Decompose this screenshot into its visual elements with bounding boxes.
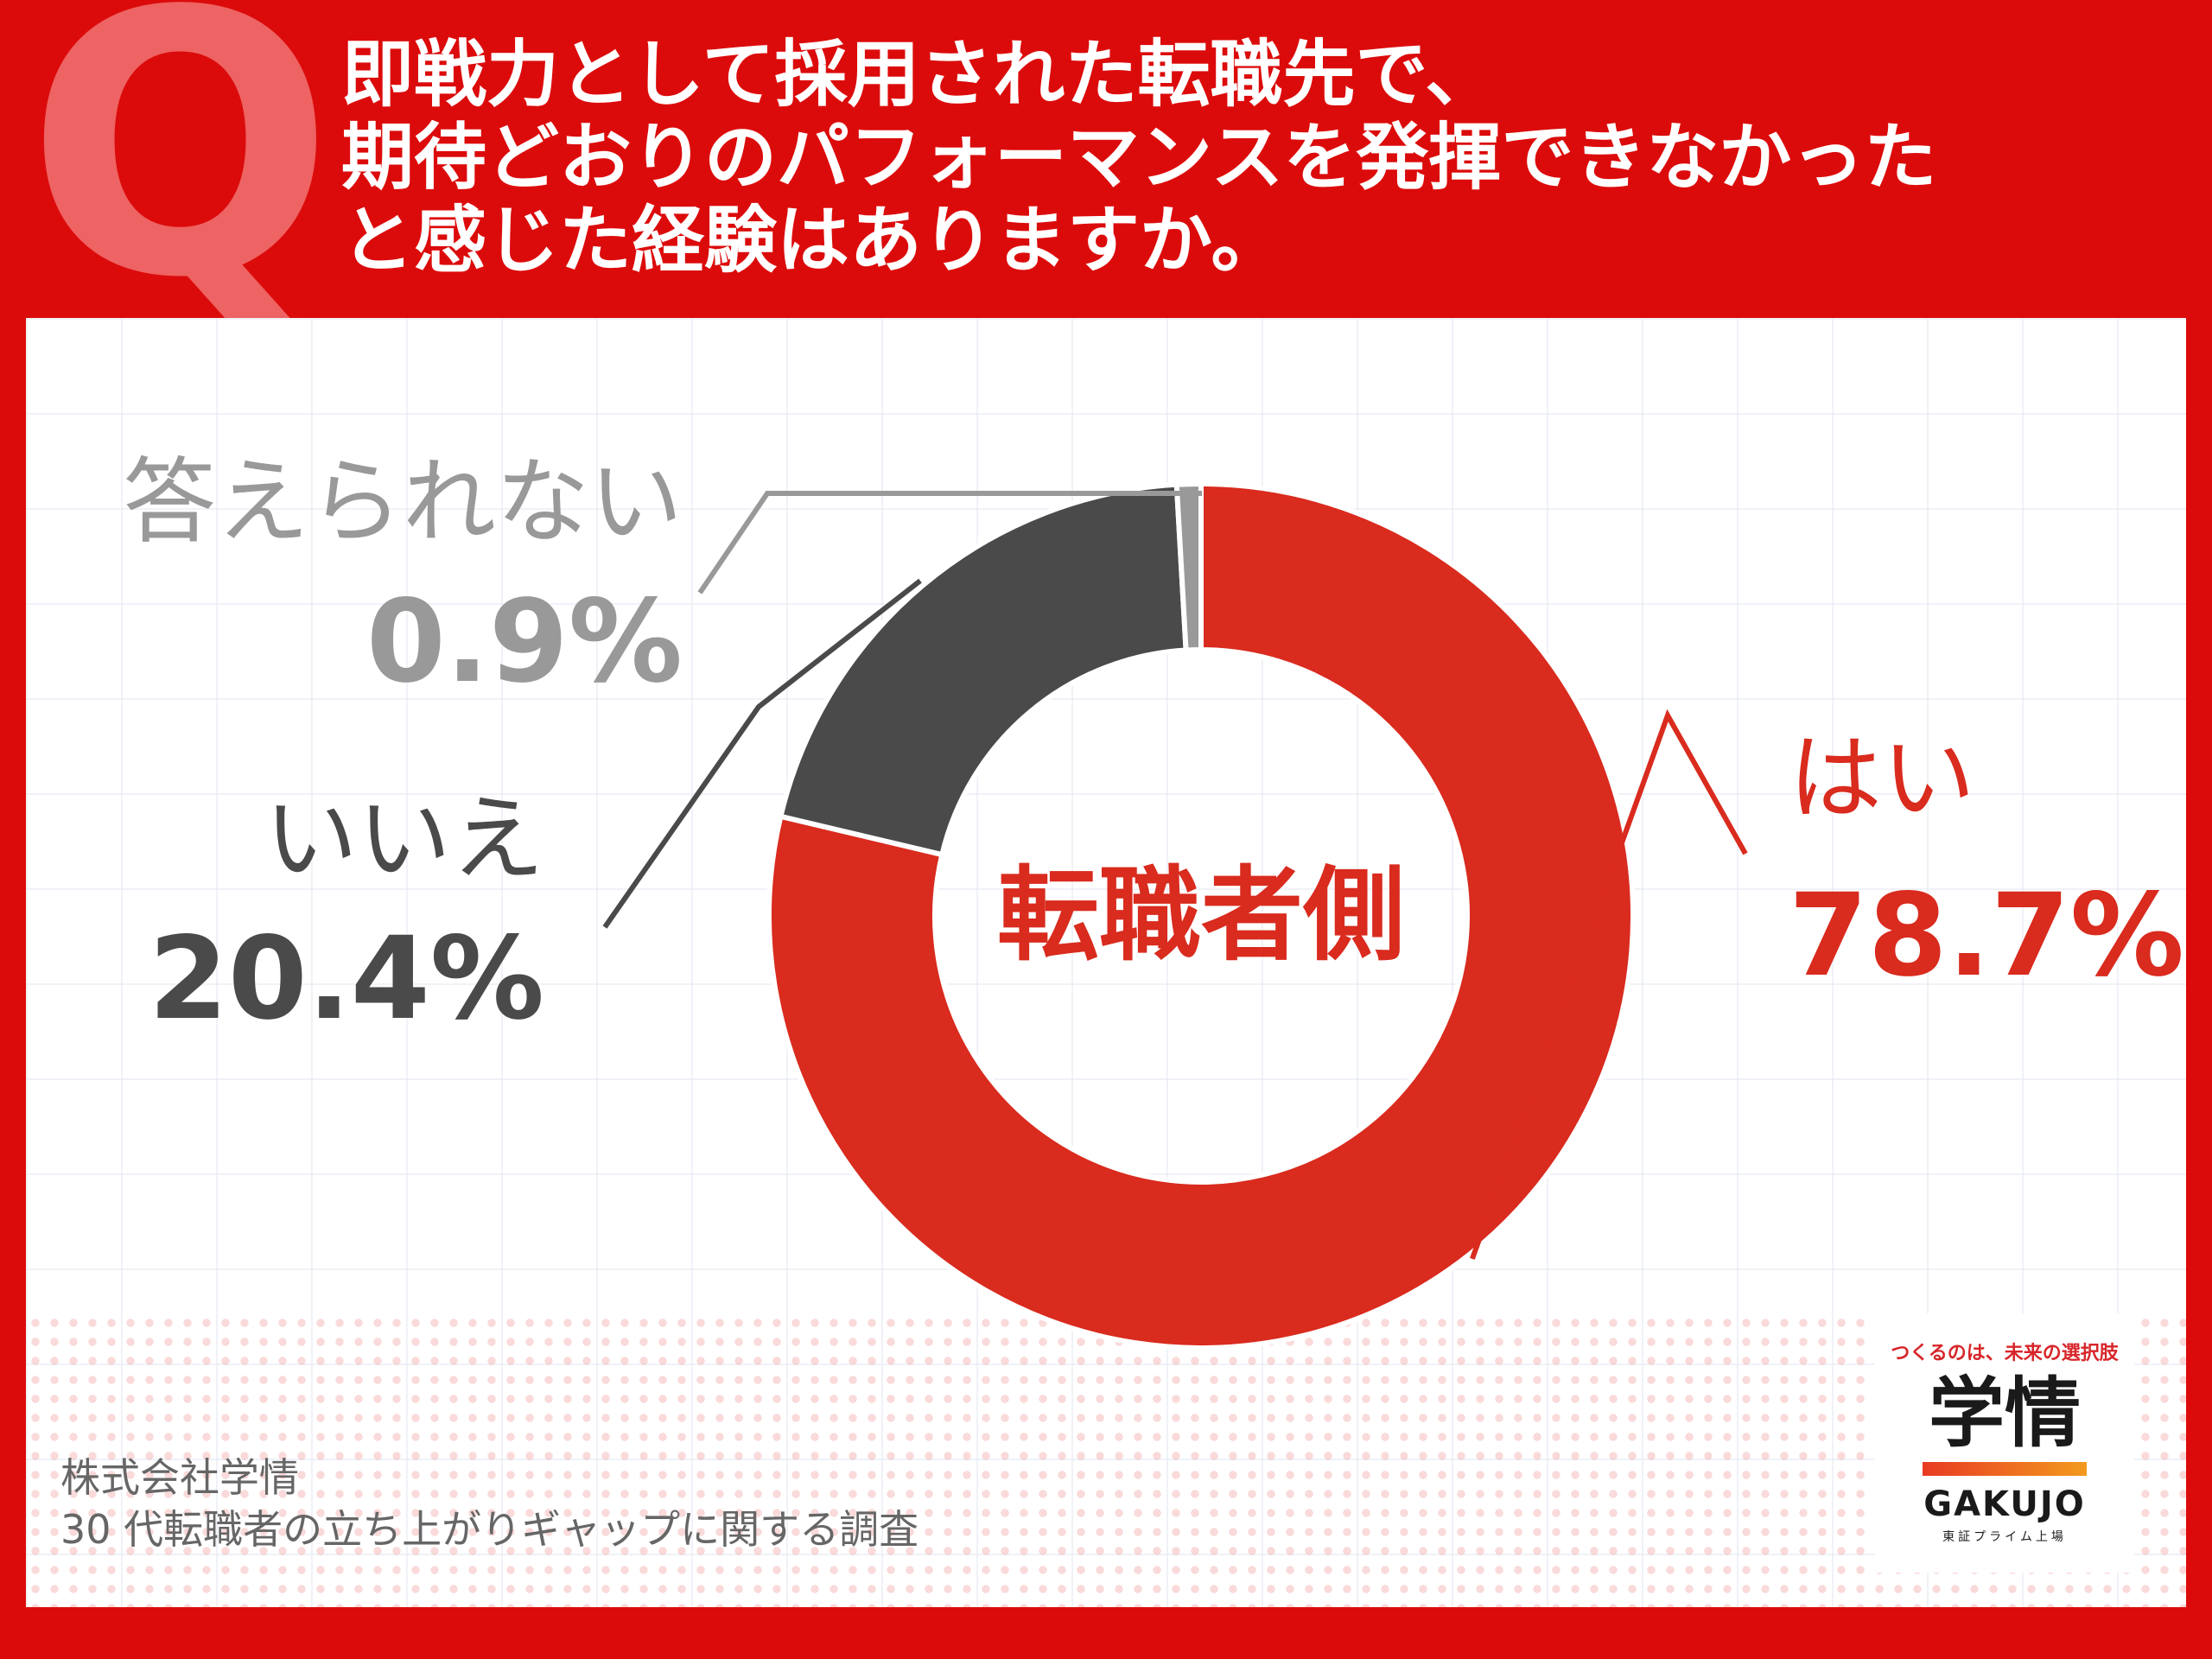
question-text: 即戦力として採用された転職先で、 期待どおりのパフォーマンスを発揮できなかった … (341, 33, 2173, 282)
slice-label: はい (1789, 725, 1975, 833)
slice-value: 78.7% (1789, 869, 2184, 1002)
dot-pattern (26, 1313, 2186, 1607)
question-line: 期待どおりのパフォーマンスを発揮できなかった (341, 115, 1937, 200)
credit-company: 株式会社学情 (60, 1454, 299, 1501)
slice-value: 20.4% (149, 912, 544, 1046)
slice-label: いいえ (264, 785, 544, 893)
donut-slice (1173, 480, 1204, 653)
gakujo-logo: つくるのは、未来の選択肢 学情 GAKUJO 東証プライム上場 (1875, 1313, 2134, 1573)
leader-line (1470, 709, 1748, 1260)
logo-name: 学情 (1928, 1369, 2081, 1458)
slice-label: 答えられない (123, 448, 683, 556)
logo-bar (1923, 1462, 2087, 1476)
question-line: と感じた経験はありますか。 (341, 198, 1284, 283)
center-label: 転職者側 (997, 855, 1405, 975)
logo-tagline: つくるのは、未来の選択肢 (1891, 1343, 2119, 1364)
credit-survey: 30 代転職者の立ち上がりギャップに関する調査 (60, 1506, 919, 1553)
logo-name-en: GAKUJO (1923, 1484, 2086, 1524)
leader-line (602, 578, 922, 929)
q-mark: Q (26, 0, 335, 358)
leader-line (697, 491, 1202, 594)
donut-slice (777, 481, 1189, 858)
donut-slice (766, 480, 1636, 1351)
credit: 株式会社学情 30 代転職者の立ち上がりギャップに関する調査 (60, 1452, 918, 1555)
question-line: 即戦力として採用された転職先で、 (341, 32, 1498, 117)
chart-panel: 転職者側 はい 78.7% いいえ 20.4% 答えられない 0.9% 株式会社学情 30 … (26, 318, 2186, 1607)
logo-sub: 東証プライム上場 (1942, 1530, 2067, 1544)
slice-value: 0.9% (366, 575, 683, 709)
donut-chart: 転職者側 はい 78.7% いいえ 20.4% 答えられない 0.9% (123, 448, 2184, 1351)
